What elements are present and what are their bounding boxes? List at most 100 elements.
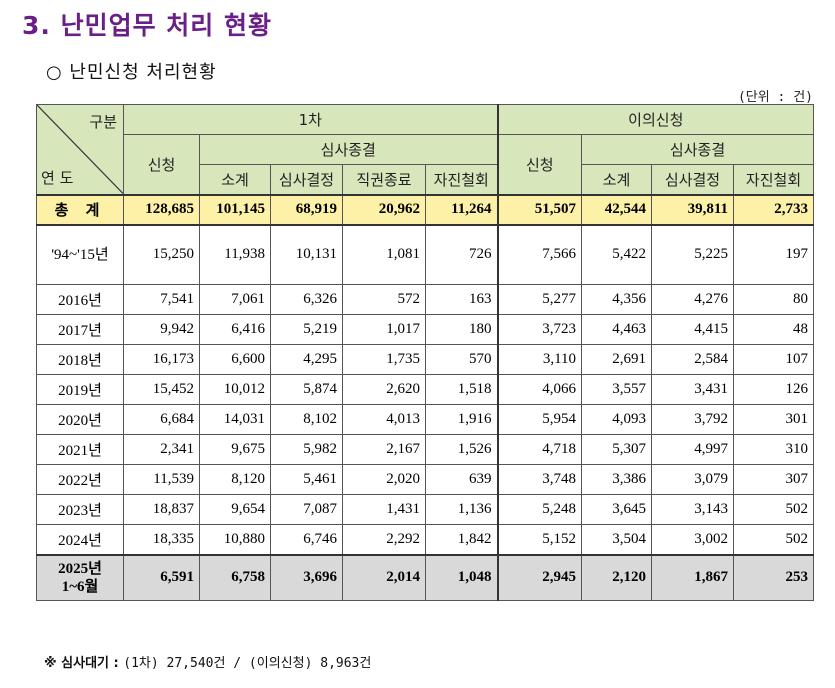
header-termination-first: 직권종료: [342, 164, 426, 195]
year-cell: 2018년: [36, 344, 124, 375]
table-cell: 11,938: [199, 224, 271, 285]
year-cell: '94~'15년: [36, 224, 124, 285]
table-cell: 5,248: [496, 494, 583, 525]
table-cell: 2,014: [342, 553, 426, 601]
table-cell: 8,102: [270, 404, 343, 435]
table-cell: 6,758: [199, 553, 271, 601]
table-cell: 3,110: [496, 344, 583, 375]
total-label: 총 계: [36, 193, 124, 226]
table-cell: 20,962: [342, 193, 426, 226]
table-cell: 5,307: [581, 434, 653, 465]
table-cell: 9,654: [199, 494, 271, 525]
table-cell: 4,356: [581, 284, 653, 315]
table-cell: 11,539: [123, 464, 200, 495]
table-cell: 1,136: [424, 494, 499, 525]
table-cell: 7,541: [123, 284, 200, 315]
table-cell: 1,916: [424, 404, 499, 435]
table-cell: 307: [733, 464, 815, 495]
table-cell: 42,544: [581, 193, 653, 226]
table-cell: 2,341: [123, 434, 200, 465]
table-cell: 5,152: [496, 524, 583, 555]
table-row: 2017년 9,942 6,416 5,219 1,017 180 3,723 4,463 4,…: [36, 314, 815, 345]
table-cell: 2,020: [342, 464, 426, 495]
corner-diagonal: [37, 105, 123, 194]
header-subtotal-appeal: 소계: [581, 164, 653, 195]
page-title: 3. 난민업무 처리 현황: [22, 11, 273, 40]
table-cell: 1,048: [424, 553, 499, 601]
table-cell: 8,120: [199, 464, 271, 495]
table-cell: 15,250: [123, 224, 200, 285]
header-review-end-appeal: 심사종결: [581, 134, 815, 165]
table-cell: 6,326: [270, 284, 343, 315]
table-cell: 39,811: [651, 193, 735, 226]
table-cell: 68,919: [270, 193, 343, 226]
table-cell: 6,416: [199, 314, 271, 345]
table-cell: 7,061: [199, 284, 271, 315]
table-cell: 3,079: [651, 464, 735, 495]
table-cell: 4,997: [651, 434, 735, 465]
table-cell: 4,718: [496, 434, 583, 465]
table-row: 2021년 2,341 9,675 5,982 2,167 1,526 4,718 5,307…: [36, 434, 815, 465]
year-cell: 2017년: [36, 314, 124, 345]
table-row: 2022년 11,539 8,120 5,461 2,020 639 3,748 3,386 3…: [36, 464, 815, 495]
table-cell: 3,723: [496, 314, 583, 345]
year-cell: 2016년: [36, 284, 124, 315]
table-cell: 1,867: [651, 553, 735, 601]
table-row: 2016년 7,541 7,061 6,326 572 163 5,277 4,356 4,27…: [36, 284, 815, 315]
table-cell: 1,842: [424, 524, 499, 555]
table-cell: 2,733: [733, 193, 815, 226]
pending-note: ※ 심사대기 : (1차) 27,540건 / (이의신청) 8,963건: [44, 652, 371, 671]
table-cell: 10,012: [199, 374, 271, 405]
year-cell: 2023년: [36, 494, 124, 525]
table-cell: 1,081: [342, 224, 426, 285]
table-cell: 2,292: [342, 524, 426, 555]
table-cell: 4,093: [581, 404, 653, 435]
table-cell: 5,422: [581, 224, 653, 285]
table-cell: 9,942: [123, 314, 200, 345]
table-cell: 163: [424, 284, 499, 315]
table-cell: 301: [733, 404, 815, 435]
table-cell: 639: [424, 464, 499, 495]
year-line: 1~6월: [61, 578, 99, 595]
table-cell: 2,167: [342, 434, 426, 465]
year-cell: 2019년: [36, 374, 124, 405]
header-review-end-first: 심사종결: [198, 134, 499, 165]
table-row: 2024년 18,335 10,880 6,746 2,292 1,842 5,152 3,5…: [36, 524, 815, 555]
section-subtitle: ○ 난민신청 처리현황: [46, 62, 217, 83]
table-cell: 16,173: [123, 344, 200, 375]
table-cell: 4,013: [342, 404, 426, 435]
corner-label-category: 구분: [89, 113, 117, 131]
header-withdraw-first: 자진철회: [424, 164, 499, 195]
table-cell: 126: [733, 374, 815, 405]
table-row-2025: 2025년 1~6월 6,591 6,758 3,696 2,014 1,048…: [36, 553, 815, 601]
table-cell: 3,748: [496, 464, 583, 495]
table-row: 2019년 15,452 10,012 5,874 2,620 1,518 4,066 3,5…: [36, 374, 815, 405]
header-apply-first: 신청: [123, 134, 200, 195]
table-cell: 253: [733, 553, 815, 601]
table-cell: 5,874: [270, 374, 343, 405]
table-cell: 6,684: [123, 404, 200, 435]
table-row: '94~'15년 15,250 11,938 10,131 1,081 726 7,566 5…: [36, 224, 815, 285]
table-cell: 3,696: [270, 553, 343, 601]
table-cell: 4,463: [581, 314, 653, 345]
header-withdraw-appeal: 자진철회: [733, 164, 815, 195]
table-cell: 1,518: [424, 374, 499, 405]
header-decision-appeal: 심사결정: [651, 164, 735, 195]
table-cell: 2,620: [342, 374, 426, 405]
table-cell: 180: [424, 314, 499, 345]
pending-note-label: ※ 심사대기 :: [44, 656, 119, 671]
table-cell: 7,087: [270, 494, 343, 525]
table-cell: 2,691: [581, 344, 653, 375]
table-cell: 5,225: [651, 224, 735, 285]
table-row: 2018년 16,173 6,600 4,295 1,735 570 3,110 2,691 2…: [36, 344, 815, 375]
refugee-stats-table: 구분 연 도 1차 이의신청 신청 심사종결 신청 심사종결 소계 심사결정 직…: [36, 104, 815, 601]
table-cell: 197: [733, 224, 815, 285]
table-cell: 3,386: [581, 464, 653, 495]
table-cell: 11,264: [424, 193, 499, 226]
table-cell: 2,584: [651, 344, 735, 375]
table-cell: 101,145: [199, 193, 271, 226]
table-cell: 3,002: [651, 524, 735, 555]
pending-note-value: (1차) 27,540건 / (이의신청) 8,963건: [123, 656, 372, 671]
table-cell: 5,277: [496, 284, 583, 315]
year-cell: 2024년: [36, 524, 124, 555]
